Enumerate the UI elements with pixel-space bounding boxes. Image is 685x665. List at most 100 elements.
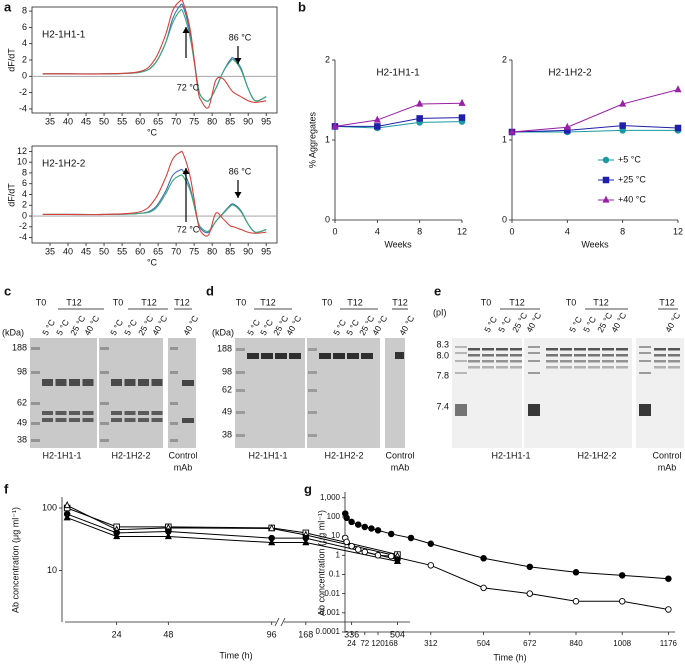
ladder-band <box>31 371 40 374</box>
marker <box>602 195 610 203</box>
gel-band <box>560 348 572 351</box>
x-tick-label: 45 <box>81 246 91 256</box>
gel-band <box>42 379 53 386</box>
time-header: T12 <box>174 297 190 307</box>
x-axis-label: Weeks <box>581 239 609 249</box>
x-axis-label: Weeks <box>384 239 412 249</box>
chart-title: H2-1H2-2 <box>548 68 592 79</box>
panel-label: e <box>434 283 441 298</box>
x-tick-label: 120 <box>371 639 385 648</box>
gel-band <box>247 353 259 359</box>
marker <box>480 555 487 562</box>
time-header: T12 <box>347 297 363 307</box>
series-line <box>42 150 267 237</box>
x-tick-label: 85 <box>225 246 235 256</box>
marker <box>619 99 627 107</box>
y-tick-label: 10 <box>47 565 57 575</box>
marker <box>416 99 424 107</box>
lane-label: 40 °C <box>181 314 200 337</box>
arrow-head <box>234 58 242 64</box>
marker <box>361 523 369 531</box>
y-tick-label: 2 <box>22 54 27 64</box>
ladder-band <box>100 422 109 425</box>
series-line <box>66 504 398 557</box>
annotation: 86 °C <box>229 32 252 42</box>
gel-band <box>138 418 149 422</box>
gel-band <box>124 379 136 386</box>
y-tick-label: 2 <box>325 54 330 64</box>
sample-label: H2-1H2-2 <box>111 450 150 460</box>
gel-band <box>574 360 586 363</box>
gel-band <box>560 360 572 363</box>
y-tick-label: 0.0001 <box>316 627 341 636</box>
x-tick-label: 12 <box>673 226 683 236</box>
time-header: T0 <box>236 297 247 307</box>
gel-band <box>55 418 67 422</box>
time-header: T12 <box>659 297 675 307</box>
time-header: T0 <box>113 297 124 307</box>
time-header: T0 <box>566 297 577 307</box>
marker <box>348 518 355 526</box>
sample-label: H2-1H1-1 <box>248 450 287 460</box>
gel-band <box>468 354 480 357</box>
x-tick-label: 80 <box>207 246 217 256</box>
series-line <box>66 513 398 560</box>
lane-label: 40 °C <box>82 314 101 337</box>
ladder-band <box>100 347 109 350</box>
gel-band <box>151 411 163 415</box>
marker-label: 38 <box>222 429 232 439</box>
x-tick-label: 65 <box>153 116 163 126</box>
marker <box>674 124 682 132</box>
ladder-band <box>170 371 178 374</box>
marker <box>458 114 466 121</box>
ladder-band <box>455 372 467 374</box>
x-tick-label: 95 <box>261 246 271 256</box>
lane-label: 40 °C <box>663 311 682 334</box>
gel-band <box>482 360 494 363</box>
gel-band <box>289 353 301 359</box>
x-axis-label: °C <box>147 127 158 137</box>
ladder-band <box>528 404 540 416</box>
ladder-band <box>308 411 317 414</box>
marker <box>665 575 672 582</box>
gel-band <box>510 348 522 351</box>
y-axis-label: Ab concentration (μg ml⁻¹) <box>316 510 326 616</box>
gel-band <box>319 353 331 359</box>
panel-label: d <box>206 283 214 298</box>
marker <box>63 513 71 521</box>
x-tick-label: 45 <box>81 116 91 126</box>
x-tick-label: 80 <box>207 116 217 126</box>
time-header: T12 <box>260 297 276 307</box>
time-header: T0 <box>481 297 492 307</box>
marker <box>526 590 534 597</box>
lane-label: 40 °C <box>609 311 628 334</box>
gel-band <box>347 353 359 359</box>
gel-band <box>668 348 680 351</box>
gel-band <box>574 366 586 369</box>
x-tick-label: 60 <box>135 246 145 256</box>
gel-band <box>468 366 480 369</box>
gel-band <box>361 353 373 359</box>
ladder-band <box>170 439 178 442</box>
sample-label: H2-1H1-1 <box>491 450 530 460</box>
marker-label: 7.4 <box>436 401 449 411</box>
gel-band <box>654 348 666 351</box>
sample-label: H2-1H1-1 <box>42 450 81 460</box>
gel-band <box>111 411 122 415</box>
y-tick-label: 1 <box>325 134 330 144</box>
y-tick-label: 1 <box>336 550 341 559</box>
marker <box>427 540 435 548</box>
gel-band <box>668 354 680 357</box>
marker <box>302 538 310 546</box>
y-tick-label: -2 <box>19 87 27 97</box>
ladder-band <box>236 434 245 437</box>
ladder-band <box>170 347 178 350</box>
x-tick-label: 50 <box>99 116 109 126</box>
annotation: 72 °C <box>177 82 200 92</box>
marker <box>354 546 362 553</box>
sample-label: H2-1H2-2 <box>577 450 616 460</box>
y-tick-label: 8 <box>22 167 27 177</box>
y-tick-label: 4 <box>22 189 27 199</box>
series-line <box>512 129 678 133</box>
marker <box>361 548 369 556</box>
